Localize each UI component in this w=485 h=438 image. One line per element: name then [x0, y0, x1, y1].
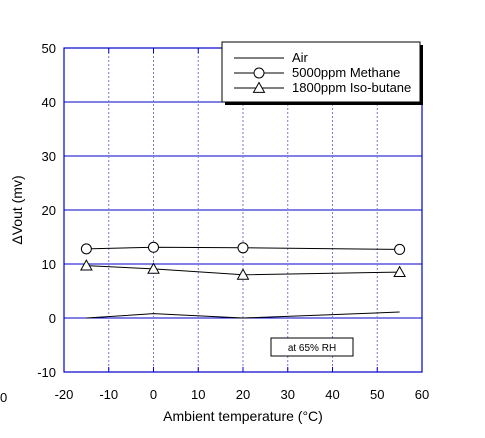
x-tick-label: 50 [370, 387, 384, 402]
y-tick-label: -10 [37, 365, 56, 380]
y-axis-label: ΔVout (mv) [9, 175, 25, 244]
x-tick-label: 0 [150, 387, 157, 402]
data-point-circle [148, 241, 159, 253]
series-line [86, 246, 400, 250]
x-tick-label: 20 [236, 387, 250, 402]
legend-label: Air [292, 50, 309, 65]
y-tick-label: 50 [42, 41, 56, 56]
y-tick-label: 40 [42, 95, 56, 110]
series [80, 241, 406, 319]
annotation-text: at 65% RH [288, 343, 336, 354]
series-0 [86, 311, 400, 319]
data-point-triangle [80, 259, 93, 271]
y-tick-label: 0 [49, 311, 56, 326]
x-tick-label: -20 [55, 387, 74, 402]
x-axis-label: Ambient temperature (°C) [163, 408, 323, 424]
x-tick-label: 60 [415, 387, 429, 402]
series-line [86, 311, 400, 319]
ticks: -20 -10 0 10 20 30 40 50 60 -10 0 10 20 30 40 50 [37, 41, 429, 402]
data-point-circle [253, 67, 265, 79]
data-point-triangle [393, 265, 406, 277]
data-point-triangle [147, 262, 160, 274]
x-tick-label: 30 [281, 387, 295, 402]
data-point-circle [80, 243, 92, 255]
legend-label: 5000ppm Methane [292, 65, 400, 80]
legend-label: 1800ppm Iso-butane [292, 80, 411, 95]
data-point-circle [394, 243, 406, 255]
y-tick-label: 20 [42, 203, 56, 218]
series-2 [80, 259, 406, 280]
annotation-box [270, 337, 354, 357]
x-tick-label: 40 [325, 387, 339, 402]
data-point-triangle [236, 268, 250, 280]
stray-text: 0 [0, 390, 8, 405]
y-tick-label: 30 [42, 149, 56, 164]
series-line [86, 265, 400, 276]
data-point-circle [237, 242, 249, 254]
y-tick-label: 10 [42, 257, 56, 272]
annotation: at 65% RH [270, 337, 354, 357]
x-tick-label: 10 [191, 387, 205, 402]
x-tick-label: -10 [99, 387, 118, 402]
series-1 [80, 241, 406, 255]
data-point-triangle [252, 81, 266, 93]
